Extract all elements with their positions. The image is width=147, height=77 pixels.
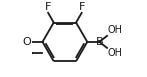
Text: F: F: [45, 2, 51, 12]
Text: B: B: [96, 37, 103, 47]
Text: OH: OH: [107, 25, 122, 35]
Text: O: O: [23, 37, 31, 47]
Text: OH: OH: [107, 48, 122, 58]
Text: F: F: [78, 2, 85, 12]
